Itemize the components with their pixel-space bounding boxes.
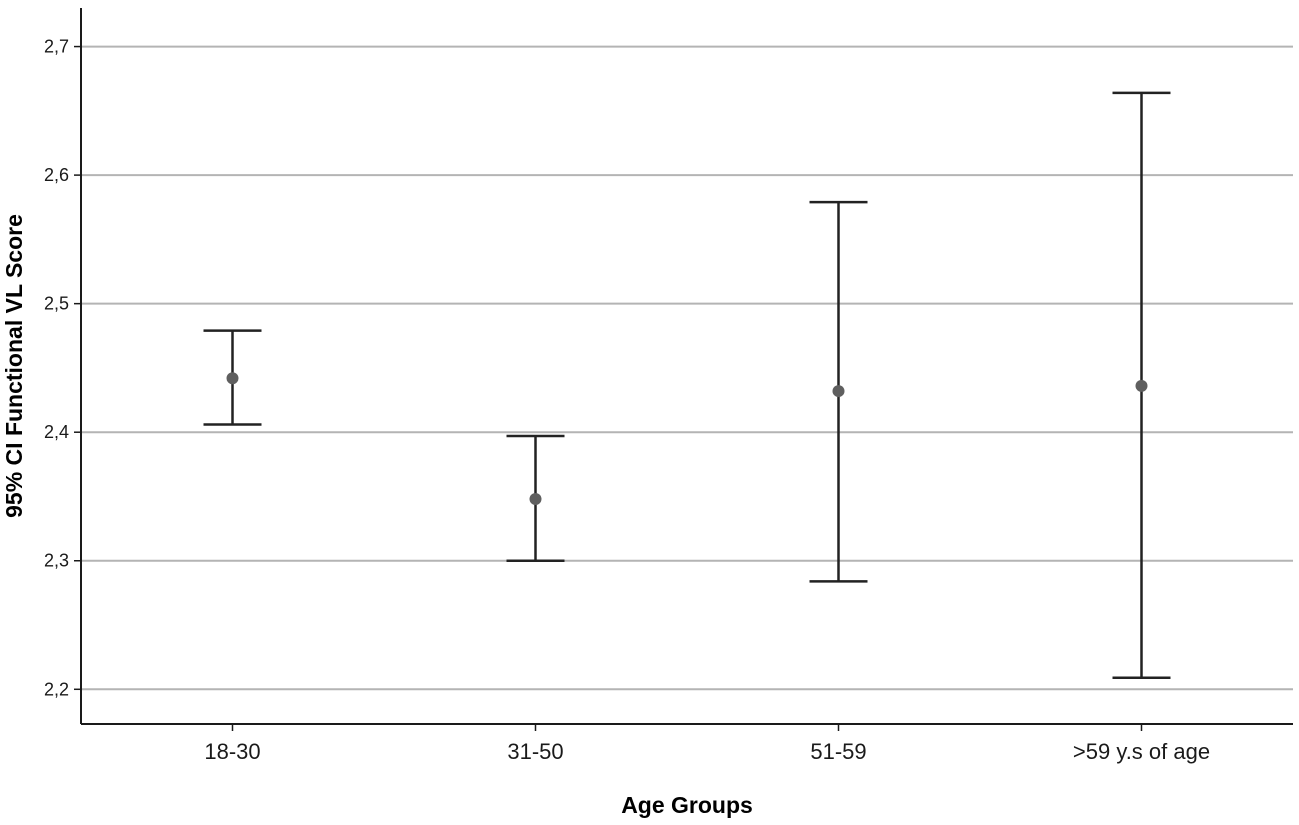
- mean-point: [529, 493, 542, 506]
- y-tick-label: 2,4: [44, 422, 69, 442]
- y-tick-labels: 2,2 2,3 2,4 2,5 2,6 2,7: [44, 37, 81, 699]
- y-axis-title: 95% CI Functional VL Score: [1, 214, 27, 518]
- error-bar: [203, 329, 262, 426]
- y-tick-label: 2,6: [44, 165, 69, 185]
- gridlines: [81, 45, 1293, 691]
- error-bar: [1112, 91, 1171, 679]
- y-tick-label: 2,7: [44, 37, 69, 57]
- y-tick-label: 2,5: [44, 294, 69, 314]
- mean-point: [226, 372, 239, 385]
- x-axis-title: Age Groups: [621, 792, 753, 818]
- y-tick-label: 2,2: [44, 679, 69, 699]
- axes: [80, 8, 1293, 725]
- error-bars: [203, 91, 1171, 679]
- x-tick-label: 31-50: [507, 739, 563, 764]
- x-tick-label: 18-30: [204, 739, 260, 764]
- x-tick-labels: 18-30 31-50 51-59 >59 y.s of age: [204, 724, 1210, 764]
- mean-point: [1135, 379, 1148, 392]
- error-bar: [506, 434, 565, 562]
- y-tick-label: 2,3: [44, 551, 69, 571]
- error-bar: [809, 200, 868, 583]
- mean-point: [832, 385, 845, 398]
- x-tick-label: 51-59: [810, 739, 866, 764]
- x-tick-label: >59 y.s of age: [1073, 739, 1210, 764]
